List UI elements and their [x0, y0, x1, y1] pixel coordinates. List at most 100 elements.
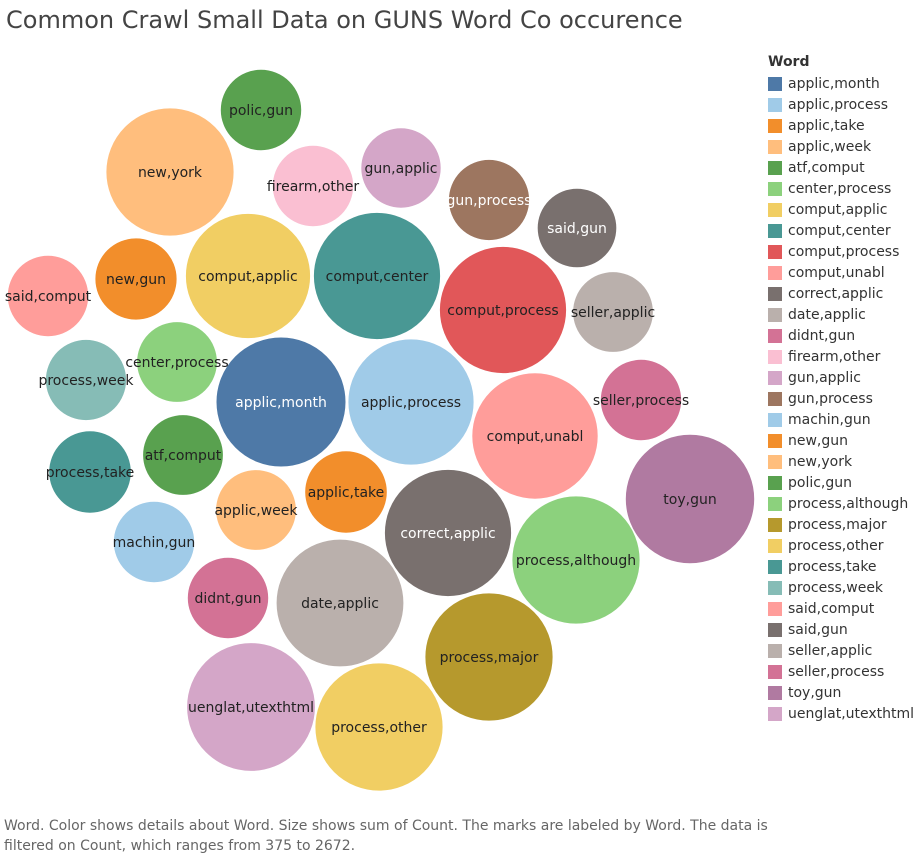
bubble-didnt-gun[interactable]: didnt,gun	[186, 556, 270, 640]
bubble-machin-gun[interactable]: machin,gun	[112, 500, 196, 584]
bubble-said-comput[interactable]: said,comput	[5, 254, 92, 338]
legend-item-gun-process[interactable]: gun,process	[768, 388, 914, 409]
bubble-mark-new-york[interactable]	[105, 107, 235, 237]
legend-item-comput-unabl[interactable]: comput,unabl	[768, 262, 914, 283]
legend-item-toy-gun[interactable]: toy,gun	[768, 682, 914, 703]
bubble-mark-correct-applic[interactable]	[383, 468, 513, 598]
bubble-mark-machin-gun[interactable]	[112, 500, 196, 584]
bubble-mark-gun-process[interactable]	[447, 158, 531, 242]
bubble-mark-polic-gun[interactable]	[219, 68, 303, 152]
legend-label: comput,applic	[788, 201, 888, 218]
bubble-applic-month[interactable]: applic,month	[215, 336, 347, 468]
bubble-mark-applic-week[interactable]	[215, 469, 297, 551]
legend-item-comput-center[interactable]: comput,center	[768, 220, 914, 241]
legend-item-firearm-other[interactable]: firearm,other	[768, 346, 914, 367]
bubble-comput-process[interactable]: comput,process	[438, 245, 568, 375]
bubble-mark-process-major[interactable]	[424, 592, 554, 722]
bubble-comput-applic[interactable]: comput,applic	[184, 212, 312, 340]
legend-item-comput-applic[interactable]: comput,applic	[768, 199, 914, 220]
legend-item-center-process[interactable]: center,process	[768, 178, 914, 199]
bubble-mark-uenglat-utexthtml[interactable]	[186, 642, 316, 772]
bubble-label-gun-applic: gun,applic	[365, 161, 438, 177]
bubble-gun-applic[interactable]: gun,applic	[360, 127, 442, 209]
bubble-mark-center-process[interactable]	[136, 321, 218, 403]
legend-item-process-take[interactable]: process,take	[768, 556, 914, 577]
legend-item-didnt-gun[interactable]: didnt,gun	[768, 325, 914, 346]
bubble-mark-atf-comput[interactable]	[142, 414, 224, 496]
bubble-date-applic[interactable]: date,applic	[275, 538, 405, 668]
bubble-mark-said-comput[interactable]	[6, 254, 90, 338]
legend-item-process-other[interactable]: process,other	[768, 535, 914, 556]
legend-item-process-week[interactable]: process,week	[768, 577, 914, 598]
bubble-process-other[interactable]: process,other	[314, 662, 444, 792]
legend-item-process-major[interactable]: process,major	[768, 514, 914, 535]
bubble-mark-process-week[interactable]	[44, 338, 128, 422]
bubble-label-process-other: process,other	[331, 720, 427, 736]
legend-item-process-although[interactable]: process,although	[768, 493, 914, 514]
bubble-applic-take[interactable]: applic,take	[304, 450, 388, 534]
legend-item-applic-take[interactable]: applic,take	[768, 115, 914, 136]
bubble-mark-toy-gun[interactable]	[624, 433, 756, 565]
legend-item-applic-week[interactable]: applic,week	[768, 136, 914, 157]
legend-item-seller-process[interactable]: seller,process	[768, 661, 914, 682]
legend-item-said-gun[interactable]: said,gun	[768, 619, 914, 640]
bubble-process-week[interactable]: process,week	[38, 338, 134, 422]
bubble-uenglat-utexthtml[interactable]: uenglat,utexthtml	[186, 642, 316, 772]
bubble-said-gun[interactable]: said,gun	[536, 187, 618, 269]
bubble-label-said-comput: said,comput	[5, 289, 92, 305]
bubble-mark-firearm-other[interactable]	[271, 144, 355, 228]
legend-label: comput,process	[788, 243, 900, 260]
bubble-mark-comput-unabl[interactable]	[471, 372, 599, 500]
legend-item-applic-process[interactable]: applic,process	[768, 94, 914, 115]
bubble-gun-process[interactable]: gun,process	[447, 158, 532, 242]
bubble-mark-applic-process[interactable]	[347, 338, 475, 466]
bubble-process-take[interactable]: process,take	[46, 430, 135, 514]
legend-item-comput-process[interactable]: comput,process	[768, 241, 914, 262]
bubble-atf-comput[interactable]: atf,comput	[142, 414, 224, 496]
bubble-mark-process-other[interactable]	[314, 662, 444, 792]
bubble-seller-applic[interactable]: seller,applic	[571, 271, 655, 353]
legend-item-polic-gun[interactable]: polic,gun	[768, 472, 914, 493]
bubble-mark-comput-center[interactable]	[312, 211, 442, 341]
bubble-mark-comput-process[interactable]	[438, 245, 568, 375]
legend-label: uenglat,utexthtml	[788, 705, 915, 722]
legend-item-new-york[interactable]: new,york	[768, 451, 914, 472]
bubble-mark-new-gun[interactable]	[94, 237, 178, 321]
bubble-firearm-other[interactable]: firearm,other	[267, 144, 360, 228]
bubble-mark-applic-take[interactable]	[304, 450, 388, 534]
bubble-mark-seller-process[interactable]	[599, 358, 683, 442]
bubble-mark-seller-applic[interactable]	[572, 271, 654, 353]
bubble-process-although[interactable]: process,although	[511, 495, 641, 625]
legend-swatch	[768, 622, 782, 637]
bubble-comput-unabl[interactable]: comput,unabl	[471, 372, 599, 500]
bubble-new-gun[interactable]: new,gun	[94, 237, 178, 321]
legend-item-correct-applic[interactable]: correct,applic	[768, 283, 914, 304]
bubble-applic-week[interactable]: applic,week	[214, 469, 298, 551]
bubble-mark-didnt-gun[interactable]	[186, 556, 270, 640]
bubble-seller-process[interactable]: seller,process	[593, 358, 689, 442]
bubble-mark-applic-month[interactable]	[215, 336, 347, 468]
legend-item-uenglat-utexthtml[interactable]: uenglat,utexthtml	[768, 703, 914, 724]
legend-item-new-gun[interactable]: new,gun	[768, 430, 914, 451]
legend-item-atf-comput[interactable]: atf,comput	[768, 157, 914, 178]
bubble-center-process[interactable]: center,process	[125, 321, 229, 403]
bubble-mark-said-gun[interactable]	[536, 187, 618, 269]
bubble-new-york[interactable]: new,york	[105, 107, 235, 237]
legend-item-machin-gun[interactable]: machin,gun	[768, 409, 914, 430]
bubble-mark-process-although[interactable]	[511, 495, 641, 625]
bubble-correct-applic[interactable]: correct,applic	[383, 468, 513, 598]
bubble-process-major[interactable]: process,major	[424, 592, 554, 722]
bubble-mark-process-take[interactable]	[48, 430, 132, 514]
bubble-applic-process[interactable]: applic,process	[347, 338, 475, 466]
legend-item-date-applic[interactable]: date,applic	[768, 304, 914, 325]
legend-item-seller-applic[interactable]: seller,applic	[768, 640, 914, 661]
legend-item-gun-applic[interactable]: gun,applic	[768, 367, 914, 388]
bubble-mark-comput-applic[interactable]	[184, 212, 312, 340]
bubble-mark-gun-applic[interactable]	[360, 127, 442, 209]
legend-item-applic-month[interactable]: applic,month	[768, 73, 914, 94]
legend-item-said-comput[interactable]: said,comput	[768, 598, 914, 619]
bubble-toy-gun[interactable]: toy,gun	[624, 433, 756, 565]
bubble-mark-date-applic[interactable]	[275, 538, 405, 668]
bubble-polic-gun[interactable]: polic,gun	[219, 68, 303, 152]
bubble-comput-center[interactable]: comput,center	[312, 211, 442, 341]
